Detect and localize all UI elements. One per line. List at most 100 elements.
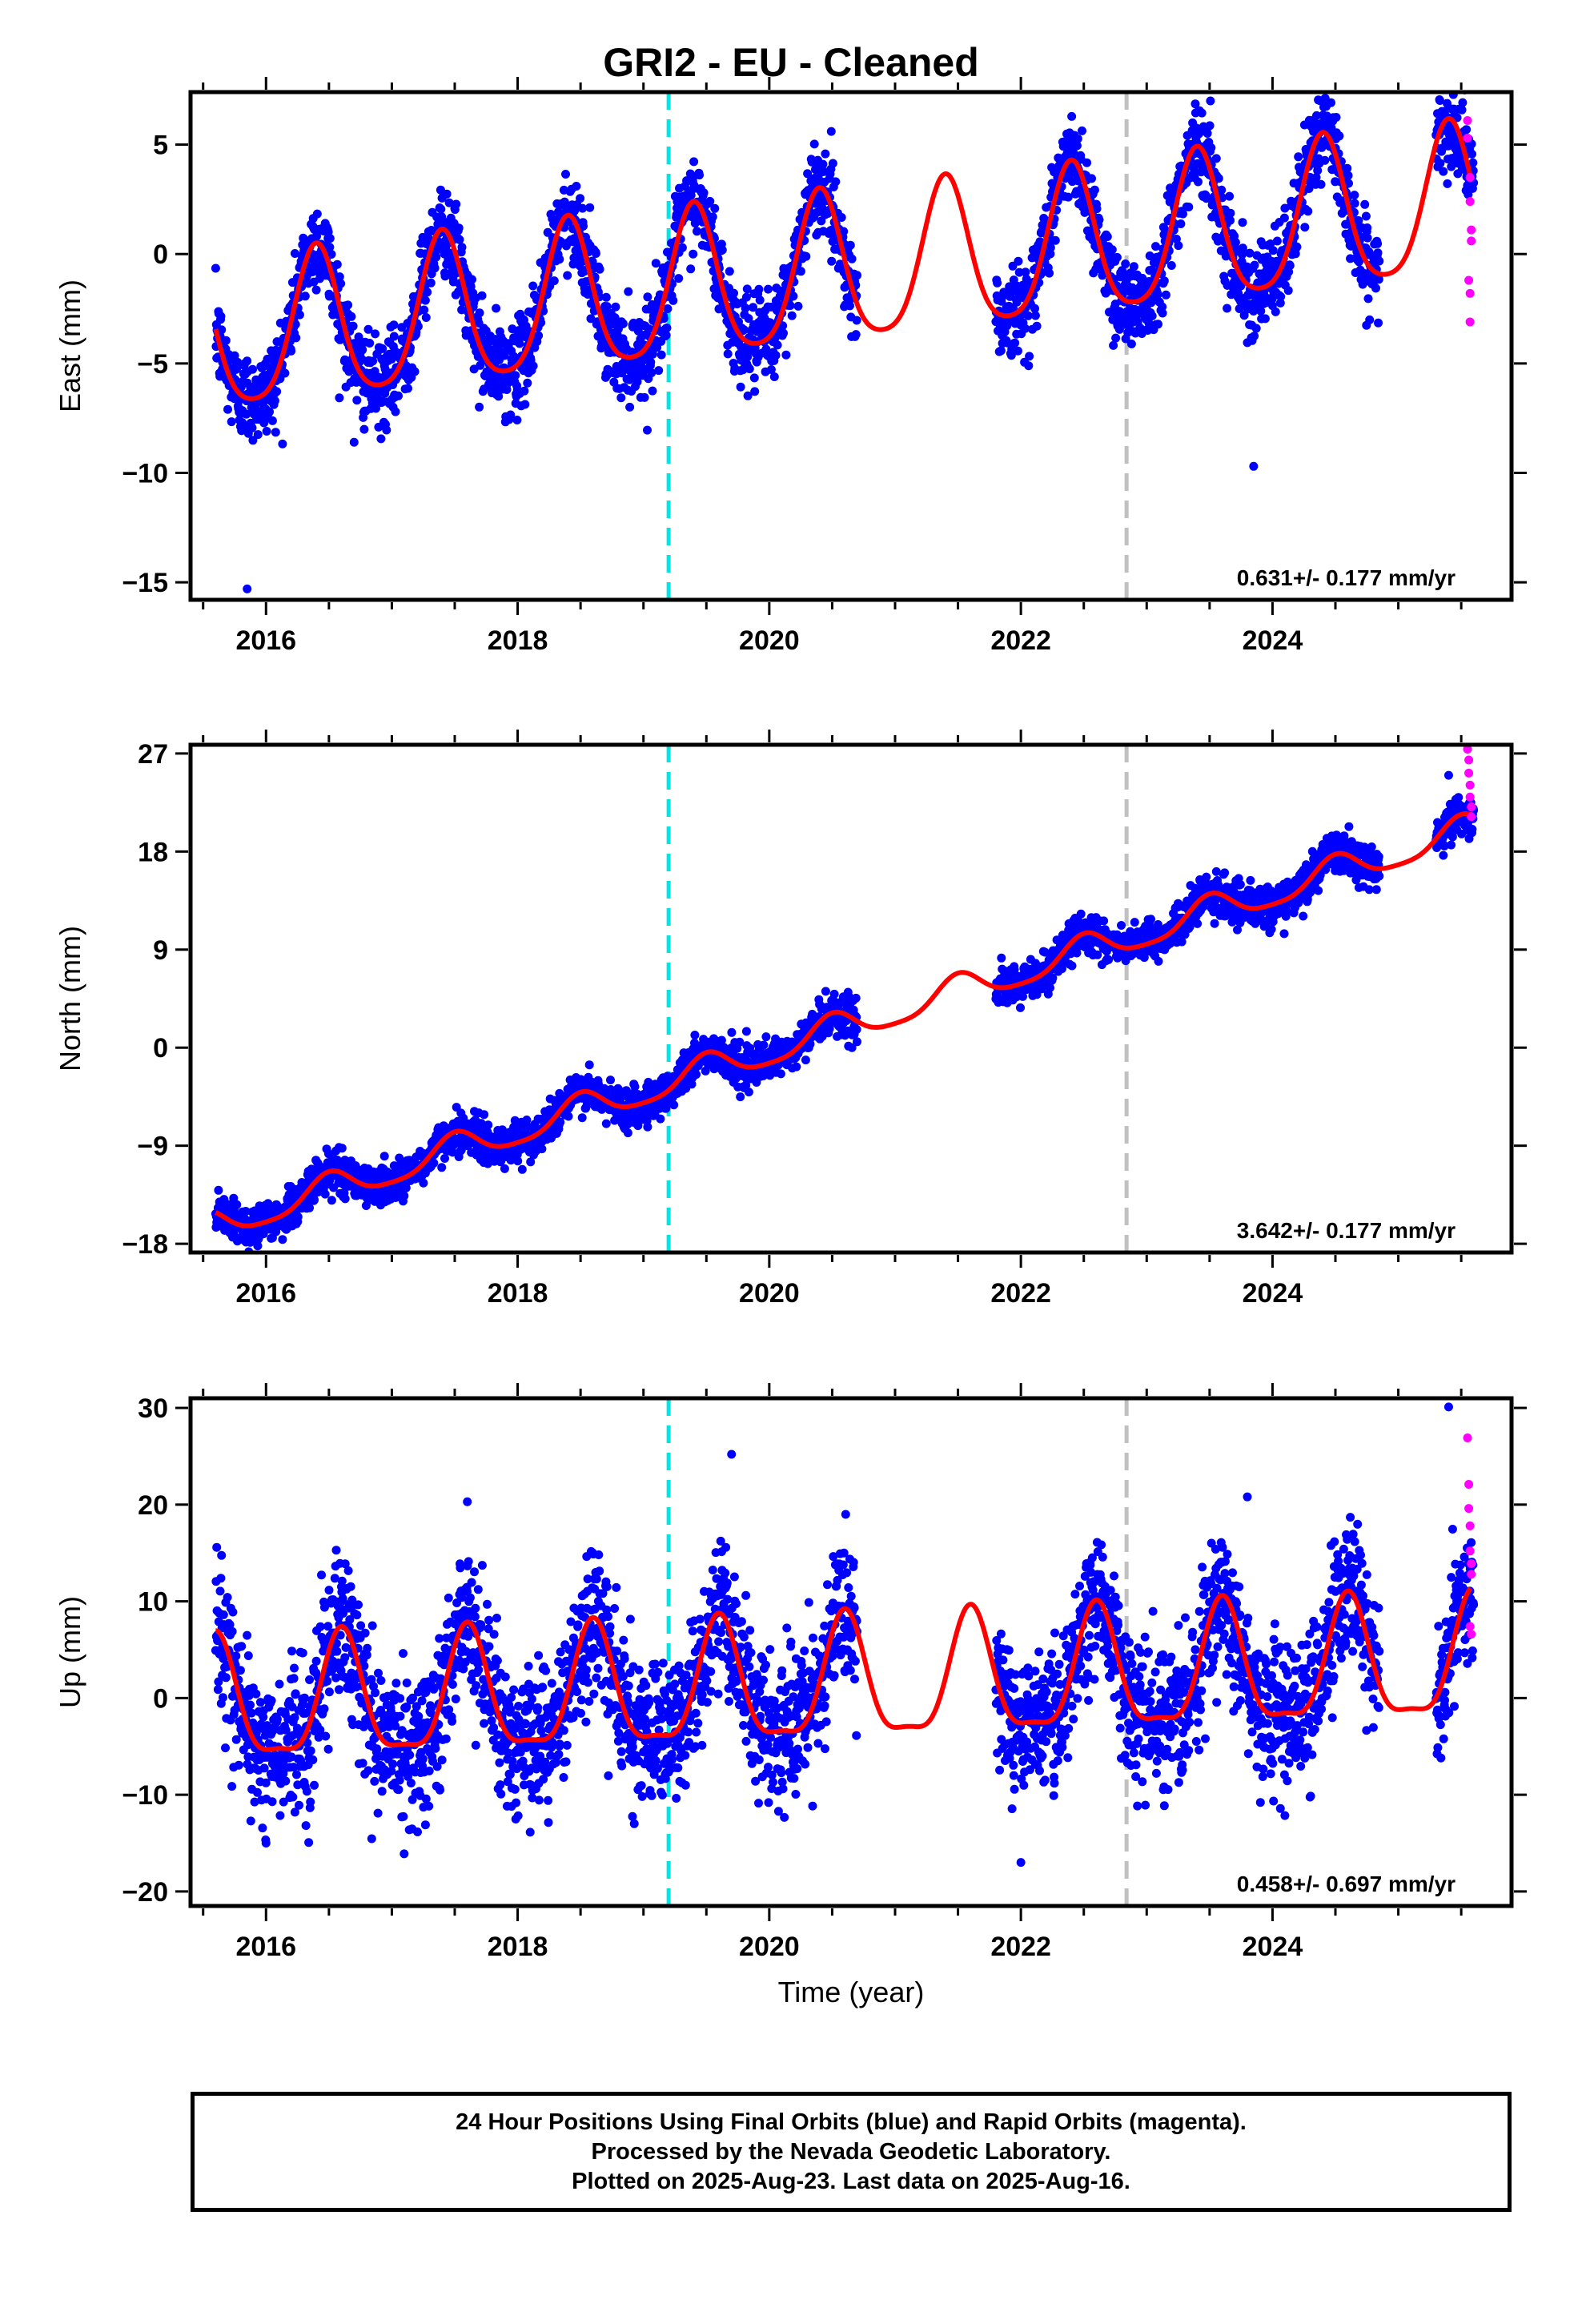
final-orbit-point <box>781 350 791 360</box>
final-orbit-point <box>534 331 544 340</box>
final-orbit-point <box>847 254 857 263</box>
final-orbit-point <box>440 1154 449 1163</box>
final-orbit-point <box>325 234 335 243</box>
final-orbit-point <box>1145 251 1154 260</box>
final-orbit-point <box>280 368 290 378</box>
final-orbit-point <box>468 275 476 284</box>
final-orbit-point <box>1226 208 1235 218</box>
final-orbit-point <box>771 351 781 360</box>
final-orbit-point <box>1032 321 1042 331</box>
final-orbit-point <box>1191 99 1200 109</box>
final-orbit-point <box>423 287 432 297</box>
final-orbit-point <box>827 256 837 266</box>
final-orbit-point <box>616 393 626 403</box>
final-orbit-point <box>520 386 529 396</box>
final-orbit-point <box>572 182 581 191</box>
final-orbit-point <box>1112 252 1122 262</box>
final-orbit-point <box>379 1152 389 1161</box>
final-orbit-point <box>335 272 344 282</box>
final-orbit-point <box>475 402 484 412</box>
final-orbit-point <box>1468 158 1478 167</box>
final-orbit-point <box>825 1024 834 1034</box>
final-orbit-point <box>327 1196 336 1205</box>
final-orbit-point <box>1014 267 1024 277</box>
final-orbit-point <box>368 356 378 366</box>
final-orbit-point <box>1072 141 1082 151</box>
final-orbit-point <box>1021 324 1030 333</box>
final-orbit-point <box>739 325 749 335</box>
final-orbit-point <box>247 423 257 432</box>
final-orbit-point <box>578 203 588 213</box>
final-orbit-point <box>325 243 335 252</box>
final-orbit-point <box>291 333 301 343</box>
final-orbit-point <box>1161 290 1170 300</box>
final-orbit-point <box>776 1069 785 1079</box>
x-tick-label: 2018 <box>488 625 548 656</box>
final-orbit-point <box>837 213 846 222</box>
final-orbit-point <box>426 278 436 287</box>
final-orbit-point <box>633 326 643 336</box>
final-orbit-point <box>1311 173 1321 183</box>
final-orbit-point <box>272 387 282 396</box>
final-orbit-point <box>647 368 656 378</box>
final-orbit-point <box>500 351 509 360</box>
final-orbit-point <box>579 221 588 231</box>
final-orbit-point <box>773 340 782 350</box>
final-orbit-point <box>429 1158 439 1168</box>
final-orbit-point <box>400 1191 409 1200</box>
final-orbit-point <box>287 346 296 356</box>
final-orbit-point <box>444 198 454 207</box>
final-orbit-point <box>742 284 752 294</box>
final-orbit-point <box>295 310 304 320</box>
rate-annotation: 0.631+/- 0.177 mm/yr <box>1237 565 1456 590</box>
final-orbit-point <box>1256 307 1266 316</box>
final-orbit-point <box>1354 216 1363 225</box>
final-orbit-point <box>1331 113 1341 122</box>
plot-area <box>211 92 1479 600</box>
final-orbit-point <box>601 292 611 302</box>
final-orbit-point <box>436 204 446 214</box>
final-orbit-point <box>517 1164 527 1174</box>
rapid-orbit-point <box>1465 317 1475 327</box>
final-orbit-point <box>648 349 657 359</box>
y-tick-label: 5 <box>153 131 168 161</box>
final-orbit-point <box>1211 154 1221 163</box>
final-orbit-point <box>419 1178 428 1188</box>
final-orbit-point <box>792 1062 801 1072</box>
final-orbit-point <box>610 313 620 323</box>
final-orbit-point <box>1303 207 1313 216</box>
final-orbit-point <box>669 1100 679 1110</box>
final-orbit-point <box>1117 266 1126 275</box>
final-orbit-point <box>242 409 251 419</box>
final-orbit-point <box>618 319 628 328</box>
final-orbit-point <box>845 240 855 250</box>
final-orbit-point <box>741 304 750 313</box>
final-orbit-point <box>352 396 362 405</box>
final-orbit-point <box>999 287 1009 297</box>
final-orbit-point <box>648 386 657 396</box>
final-orbit-point <box>1121 259 1130 268</box>
final-orbit-point <box>761 1032 771 1042</box>
final-orbit-point <box>1151 242 1160 251</box>
final-orbit-point <box>744 1088 753 1097</box>
final-orbit-point <box>606 1076 615 1085</box>
final-orbit-point <box>556 1117 565 1127</box>
final-orbit-point <box>1276 292 1286 301</box>
final-orbit-point <box>513 1156 523 1166</box>
final-orbit-point <box>325 1176 335 1185</box>
final-orbit-point <box>526 1157 536 1167</box>
final-orbit-point <box>749 373 759 383</box>
final-orbit-point <box>515 339 524 348</box>
final-orbit-point <box>809 139 819 149</box>
final-orbit-point <box>310 1195 319 1204</box>
final-orbit-point <box>413 322 423 332</box>
final-orbit-point <box>337 1144 347 1153</box>
final-orbit-point <box>1217 185 1227 195</box>
y-tick-label: −5 <box>137 349 168 380</box>
final-orbit-point <box>267 416 277 425</box>
final-orbit-point <box>591 249 600 258</box>
final-orbit-point <box>801 1055 810 1065</box>
x-tick-label: 2022 <box>990 625 1051 656</box>
final-orbit-point <box>358 345 367 355</box>
final-orbit-point <box>243 584 252 593</box>
